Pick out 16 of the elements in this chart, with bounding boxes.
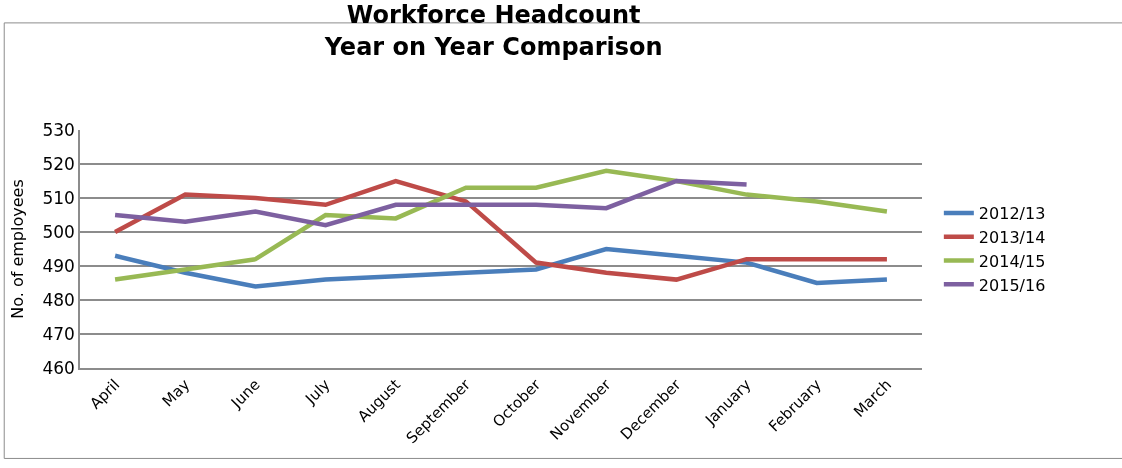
- legend-label: 2014/15: [978, 251, 1046, 271]
- legend-label: 2015/16: [978, 275, 1046, 295]
- line-series: [112, 178, 749, 228]
- y-tick-label: 490: [42, 255, 75, 276]
- y-tick-label: 530: [42, 119, 75, 140]
- line-series: [112, 246, 890, 289]
- y-tick-label: 510: [42, 187, 75, 208]
- y-tick-label: 460: [42, 357, 75, 378]
- legend-label: 2013/14: [978, 227, 1046, 247]
- y-tick-label: 470: [42, 323, 75, 344]
- y-axis-title: No. of employees: [7, 179, 27, 319]
- chart-title: Workforce Headcount Year on Year Comparison: [323, 1, 663, 61]
- y-tick-label: 500: [42, 221, 75, 242]
- y-tick-label: 480: [42, 289, 75, 310]
- y-tick-label: 520: [42, 153, 75, 174]
- legend-label: 2012/13: [978, 204, 1046, 224]
